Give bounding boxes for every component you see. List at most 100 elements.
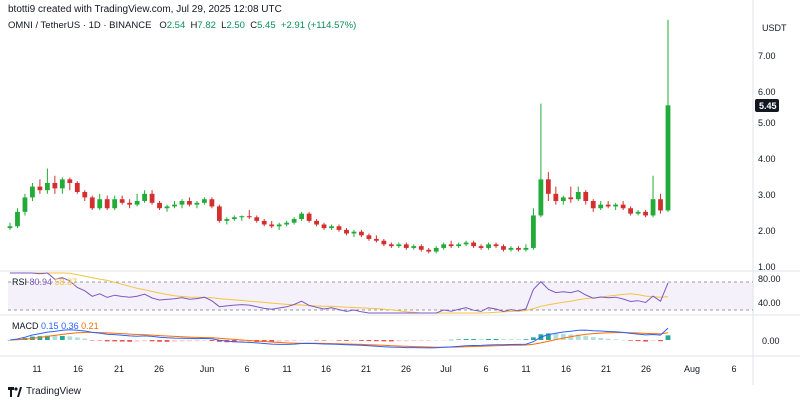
candle-body <box>359 231 364 236</box>
candle-body <box>605 204 611 207</box>
candle-body <box>643 211 648 216</box>
candle-body <box>560 197 566 202</box>
candle-body <box>239 216 245 218</box>
candle-body <box>314 220 319 225</box>
candle-body <box>22 197 28 212</box>
price-tick: 5.00 <box>758 118 776 128</box>
candle-body <box>351 231 357 234</box>
candle-body <box>620 204 626 209</box>
candle-body <box>486 244 491 248</box>
candle-body <box>545 179 551 194</box>
candle-body <box>598 204 604 209</box>
macd-histogram-bar <box>157 340 162 342</box>
macd-histogram-bar <box>411 340 417 342</box>
candle-body <box>441 244 447 248</box>
macd-histogram-bar <box>314 340 319 341</box>
macd-histogram-bar <box>164 340 170 342</box>
high-label: H <box>190 20 198 31</box>
macd-histogram-bar <box>381 340 387 342</box>
time-label: 21 <box>114 364 124 374</box>
macd-histogram-bar <box>516 339 521 340</box>
candle-body <box>403 244 409 248</box>
macd-histogram-bar <box>418 340 424 341</box>
macd-histogram-bar <box>329 340 334 341</box>
candle-body <box>209 199 215 207</box>
macd-histogram-bar <box>306 340 312 341</box>
price-axis-currency: USDT <box>762 23 787 33</box>
created-by-text: btotti9 created with TradingView.com, Ju… <box>8 4 282 15</box>
symbol-name[interactable]: OMNI / TetherUS · 1D · BINANCE <box>8 20 152 31</box>
macd-histogram-bar <box>119 340 125 342</box>
macd-histogram-bar <box>568 334 574 340</box>
macd-histogram-bar <box>276 340 282 342</box>
macd-histogram-bar <box>441 340 447 341</box>
macd-histogram-bar <box>142 340 147 342</box>
candle-body <box>179 201 185 205</box>
candle-body <box>104 199 110 209</box>
candle-body <box>202 199 207 203</box>
macd-histogram-bar <box>194 340 200 342</box>
macd-histogram-bar <box>403 340 409 342</box>
macd-histogram-bar <box>344 340 349 341</box>
macd-histogram-bar <box>478 339 484 340</box>
macd-histogram-bar <box>605 338 611 340</box>
macd-histogram-bar <box>598 337 604 340</box>
candle-body <box>15 211 20 227</box>
macd-histogram-bar <box>291 340 297 342</box>
candle-body <box>291 219 297 223</box>
macd-histogram-bar <box>486 338 491 340</box>
open-label: O <box>159 20 167 31</box>
rsi-name: RSI <box>12 277 28 287</box>
candle-body <box>471 242 476 247</box>
time-label: 16 <box>561 364 571 374</box>
price-tick: 6.00 <box>758 87 776 97</box>
time-label: Jun <box>200 364 215 374</box>
candle-body <box>97 199 103 209</box>
candle-body <box>366 235 372 239</box>
candle-body <box>37 186 43 191</box>
price-tick: 3.00 <box>758 190 776 200</box>
candle-body <box>216 206 222 221</box>
macd-histogram-bar <box>149 340 155 342</box>
candle-body <box>373 238 379 241</box>
candle-body <box>329 226 334 229</box>
candle-body <box>463 242 469 245</box>
close-value: 5.45 <box>257 20 276 31</box>
macd-line-value: 0.36 <box>61 321 79 331</box>
candle-body <box>142 193 147 202</box>
tradingview-footer[interactable]: TradingView <box>8 386 81 397</box>
macd-histogram-bar <box>553 333 559 340</box>
macd-histogram-bar <box>67 336 73 340</box>
candle-body <box>426 249 432 252</box>
candle-body <box>59 179 65 189</box>
candle-body <box>172 204 177 207</box>
macd-histogram-bar <box>635 340 641 342</box>
macd-histogram-bar <box>523 339 529 340</box>
candle-body <box>538 179 544 216</box>
macd-histogram-bar <box>531 337 536 340</box>
candle-body <box>74 182 80 192</box>
candle-body <box>194 202 200 205</box>
candle-body <box>336 226 342 230</box>
macd-legend[interactable]: MACD 0.15 0.36 0.21 <box>12 321 99 331</box>
candles-group <box>7 19 671 254</box>
candle-body <box>433 247 439 252</box>
macd-group <box>7 327 671 349</box>
time-label: 6 <box>483 364 488 374</box>
price-tick: 7.00 <box>758 51 776 61</box>
macd-histogram-bar <box>321 340 327 341</box>
macd-histogram-bar <box>643 340 648 342</box>
macd-histogram-bar <box>359 340 364 341</box>
macd-histogram-bar <box>650 340 656 341</box>
macd-histogram-bar <box>373 340 379 342</box>
time-label: 11 <box>521 364 530 374</box>
time-label: 26 <box>401 364 411 374</box>
macd-histogram-bar <box>284 340 290 342</box>
time-label: 21 <box>601 364 611 374</box>
macd-histogram-bar <box>74 337 80 340</box>
rsi-legend[interactable]: RSI 80.94 58.87 <box>12 277 77 287</box>
candle-body <box>7 226 13 229</box>
macd-histogram-bar <box>366 340 372 342</box>
